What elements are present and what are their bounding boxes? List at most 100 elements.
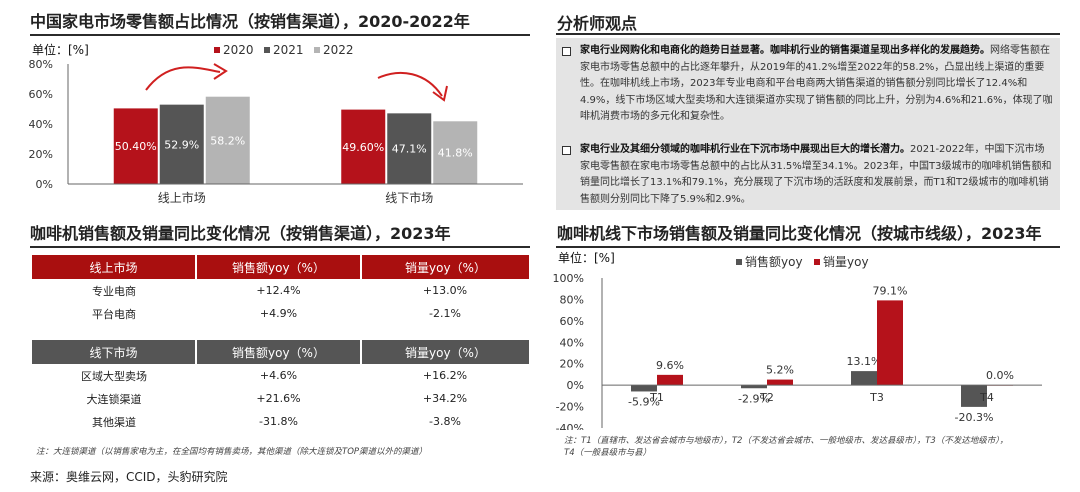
x-category-label: T2 xyxy=(759,391,774,404)
sales-yoy-cell: +21.6% xyxy=(256,392,301,405)
analysis-title-rule xyxy=(556,33,1060,35)
x-category-label: T3 xyxy=(869,391,884,404)
analysis-bullet-1: 家电行业网购化和电商化的趋势日益显著。咖啡机行业的销售渠道呈现出多样化的发展趋势… xyxy=(562,43,1054,126)
bar-value-label: 5.2% xyxy=(766,364,794,377)
y-tick-label: 0% xyxy=(567,379,584,392)
channel-cell: 专业电商 xyxy=(92,284,136,298)
bar-value-label: 0.0% xyxy=(986,369,1014,382)
bar xyxy=(877,300,903,386)
bar xyxy=(961,385,987,407)
bar-value-label: 41.8% xyxy=(438,147,473,160)
legend-swatch xyxy=(264,47,270,53)
sales-yoy-cell: +12.4% xyxy=(256,284,301,297)
header-volume-yoy: 销量yoy（%） xyxy=(360,340,529,364)
bar xyxy=(341,109,386,184)
legend-label: 销售额yoy xyxy=(745,254,803,269)
bar xyxy=(851,371,877,386)
legend-label: 2021 xyxy=(273,43,304,57)
source-text: 来源：奥维云网，CCID，头豹研究院 xyxy=(30,470,228,484)
table-row: 大连锁渠道 +21.6% +34.2% xyxy=(32,387,529,410)
table-row: 其他渠道 -31.8% -3.8% xyxy=(32,410,529,433)
bar xyxy=(657,374,683,386)
down-arrow-head-icon xyxy=(432,85,448,102)
bar-value-label: 47.1% xyxy=(392,143,427,156)
legend-swatch xyxy=(214,47,220,53)
chart2-note-line1: 注：T1（直辖市、发达省会城市与地级市），T2（不发达省会城市、一般地级市、发达… xyxy=(564,436,1009,446)
y-tick-label: 80% xyxy=(560,293,584,306)
volume-yoy-cell: +13.0% xyxy=(422,284,468,297)
bar-value-label: -5.9% xyxy=(628,395,660,408)
header-sales-yoy: 销售额yoy（%） xyxy=(195,255,361,279)
bar-value-label: -2.9% xyxy=(738,392,770,405)
volume-yoy-cell: +16.2% xyxy=(422,369,468,382)
y-tick-label: 20% xyxy=(560,358,584,371)
checkbox-bullet-icon xyxy=(562,47,571,56)
y-tick-label: -20% xyxy=(556,401,584,414)
sales-yoy-cell: +4.9% xyxy=(259,307,298,320)
channel-cell: 其他渠道 xyxy=(92,415,136,429)
trend-arrows xyxy=(145,63,448,102)
chart2-svg: 单位：[%] 销售额yoy 销量yoy -5.9% 9.6% -2.9% 5.2% 13.… xyxy=(553,250,1042,430)
bar-value-label: 58.2% xyxy=(210,134,245,147)
analysis-title: 分析师观点 xyxy=(557,14,638,33)
legend-label: 2022 xyxy=(323,43,354,57)
chart1-title: 中国家电市场零售额占比情况（按销售渠道），2020-2022年 xyxy=(30,12,470,31)
chart2-legend: 销售额yoy 销量yoy xyxy=(736,254,869,269)
legend-label: 销量yoy xyxy=(823,255,869,269)
volume-yoy-cell: +34.2% xyxy=(422,392,468,405)
bar-value-label: -20.3% xyxy=(955,411,994,424)
bar-value-label: 49.60% xyxy=(342,141,384,154)
volume-yoy-cell: -3.8% xyxy=(429,415,461,428)
table-row: 区域大型卖场 +4.6% +16.2% xyxy=(32,364,529,387)
online-table: 线上市场 销售额yoy（%） 销量yoy（%） 专业电商 +12.4% +13.… xyxy=(32,255,529,325)
chart1-svg: 单位：[%] 2020 2021 2022 50.40% 52.9% 58.2% 49.6… xyxy=(29,42,523,205)
bar xyxy=(741,385,767,389)
legend-swatch xyxy=(314,47,320,53)
y-tick-label: -40% xyxy=(556,422,584,430)
header-channel: 线上市场 xyxy=(32,255,196,279)
volume-yoy-cell: -2.1% xyxy=(429,307,461,320)
y-tick-label: 40% xyxy=(29,118,53,131)
sales-yoy-cell: +4.6% xyxy=(259,369,298,382)
analysis-bullet-1-bold: 家电行业网购化和电商化的趋势日益显著。咖啡机行业的销售渠道呈现出多样化的发展趋势… xyxy=(580,45,990,56)
online-table-header: 线上市场 销售额yoy（%） 销量yoy（%） xyxy=(32,255,529,279)
legend-swatch xyxy=(814,259,820,265)
up-arrow-icon xyxy=(145,66,221,91)
chart1-legend: 2020 2021 2022 xyxy=(214,43,354,57)
analyst-view-panel: 家电行业网购化和电商化的趋势日益显著。咖啡机行业的销售渠道呈现出多样化的发展趋势… xyxy=(556,38,1060,210)
bar xyxy=(631,385,657,392)
header-channel: 线下市场 xyxy=(32,340,196,364)
bar-value-label: 52.9% xyxy=(164,138,199,151)
table-note: 注：大连锁渠道（以销售家电为主，在全国均有销售卖场，其他渠道（除大连锁及TOP渠… xyxy=(36,447,428,457)
analysis-bullet-1-text: 网络零售额在家电市场零售总额中的占比逐年攀升，从2019年的41.2%增至202… xyxy=(580,45,1053,122)
table-row: 专业电商 +12.4% +13.0% xyxy=(32,279,529,302)
y-tick-label: 80% xyxy=(29,58,53,71)
table-row: 平台电商 +4.9% -2.1% xyxy=(32,302,529,325)
analysis-bullet-2-text: 2021-2022年，中国下沉市场家电零售额在家电市场零售总额中的占比从31.5… xyxy=(580,144,1052,205)
y-tick-label: 60% xyxy=(29,88,53,101)
chart2-title-rule xyxy=(556,246,1060,248)
bar-value-label: 79.1% xyxy=(873,284,908,297)
chart1-title-rule xyxy=(30,34,530,36)
channel-cell: 大连锁渠道 xyxy=(86,392,142,406)
chart1-unit: 单位：[%] xyxy=(32,42,89,57)
up-arrow-head-icon xyxy=(213,63,228,80)
y-tick-label: 20% xyxy=(29,148,53,161)
chart2-note-line2: T4（一般县级市与县） xyxy=(564,448,652,458)
analysis-bullet-2-bold: 家电行业及其细分领域的咖啡机行业在下沉市场中展现出巨大的增长潜力。 xyxy=(580,144,910,155)
x-category-label: 线上市场 xyxy=(158,190,206,205)
bar xyxy=(205,96,250,184)
y-tick-label: 60% xyxy=(560,315,584,328)
table-title: 咖啡机销售额及销量同比变化情况（按销售渠道），2023年 xyxy=(30,224,451,243)
legend-label: 2020 xyxy=(223,43,254,57)
chart2-unit: 单位：[%] xyxy=(558,250,615,265)
bar xyxy=(767,379,793,386)
header-sales-yoy: 销售额yoy（%） xyxy=(195,340,361,364)
bar-value-label: 50.40% xyxy=(115,140,157,153)
bar xyxy=(159,104,204,184)
bar xyxy=(113,108,158,184)
channel-cell: 区域大型卖场 xyxy=(81,369,147,383)
bar xyxy=(387,113,432,184)
bar xyxy=(433,121,478,184)
y-tick-label: 100% xyxy=(553,272,584,285)
